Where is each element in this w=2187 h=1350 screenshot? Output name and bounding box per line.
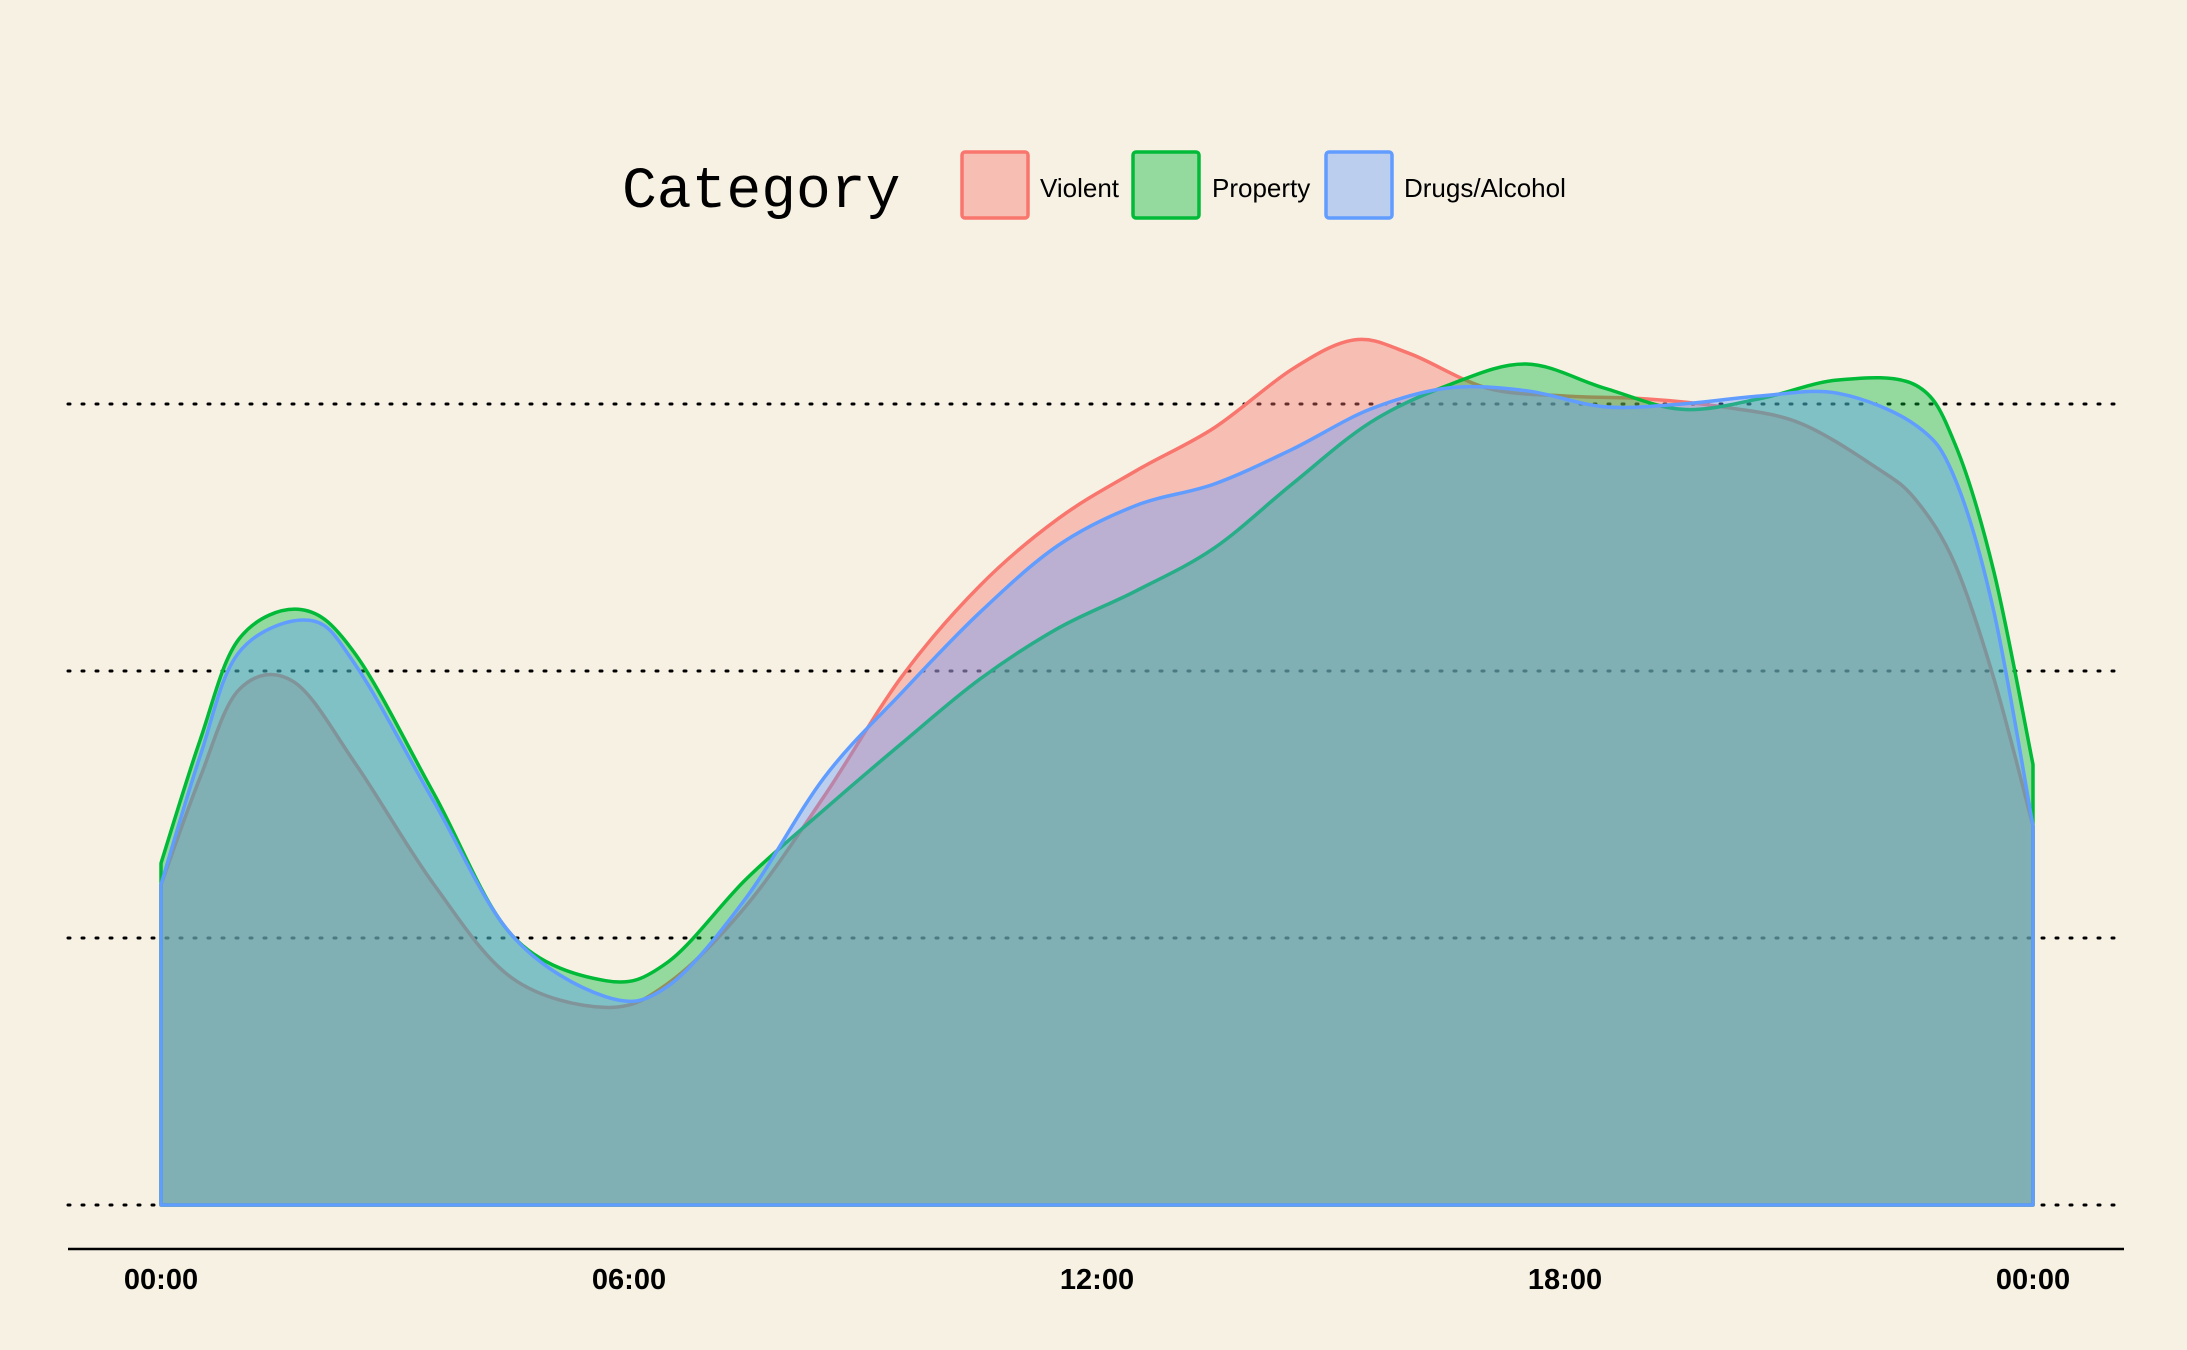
x-axis-ticks: 00:00 06:00 12:00 18:00 00:00 bbox=[124, 1264, 2070, 1296]
legend-key-violent bbox=[960, 150, 1030, 220]
density-areas bbox=[159, 337, 2035, 1207]
legend-label-property: Property bbox=[1212, 173, 1310, 203]
x-tick-label: 06:00 bbox=[592, 1264, 666, 1296]
x-tick-label: 12:00 bbox=[1060, 1264, 1134, 1296]
legend: Category Violent Property Drugs/Alcohol bbox=[622, 150, 1566, 225]
x-tick-label: 00:00 bbox=[1996, 1264, 2070, 1296]
area-drugs-alcohol bbox=[159, 384, 2035, 1207]
series-property bbox=[159, 362, 2035, 1207]
series-drugs-alcohol bbox=[159, 384, 2035, 1207]
area-property bbox=[159, 362, 2035, 1207]
legend-key-property bbox=[1131, 150, 1201, 220]
legend-label-drugs-alcohol: Drugs/Alcohol bbox=[1404, 173, 1566, 203]
x-tick-label: 00:00 bbox=[124, 1264, 198, 1296]
series-violent bbox=[159, 337, 2035, 1207]
area-violent bbox=[159, 337, 2035, 1207]
legend-key-drugs-alcohol bbox=[1324, 150, 1394, 220]
x-tick-label: 18:00 bbox=[1528, 1264, 1602, 1296]
legend-title: Category bbox=[622, 160, 900, 225]
legend-label-violent: Violent bbox=[1040, 173, 1120, 203]
